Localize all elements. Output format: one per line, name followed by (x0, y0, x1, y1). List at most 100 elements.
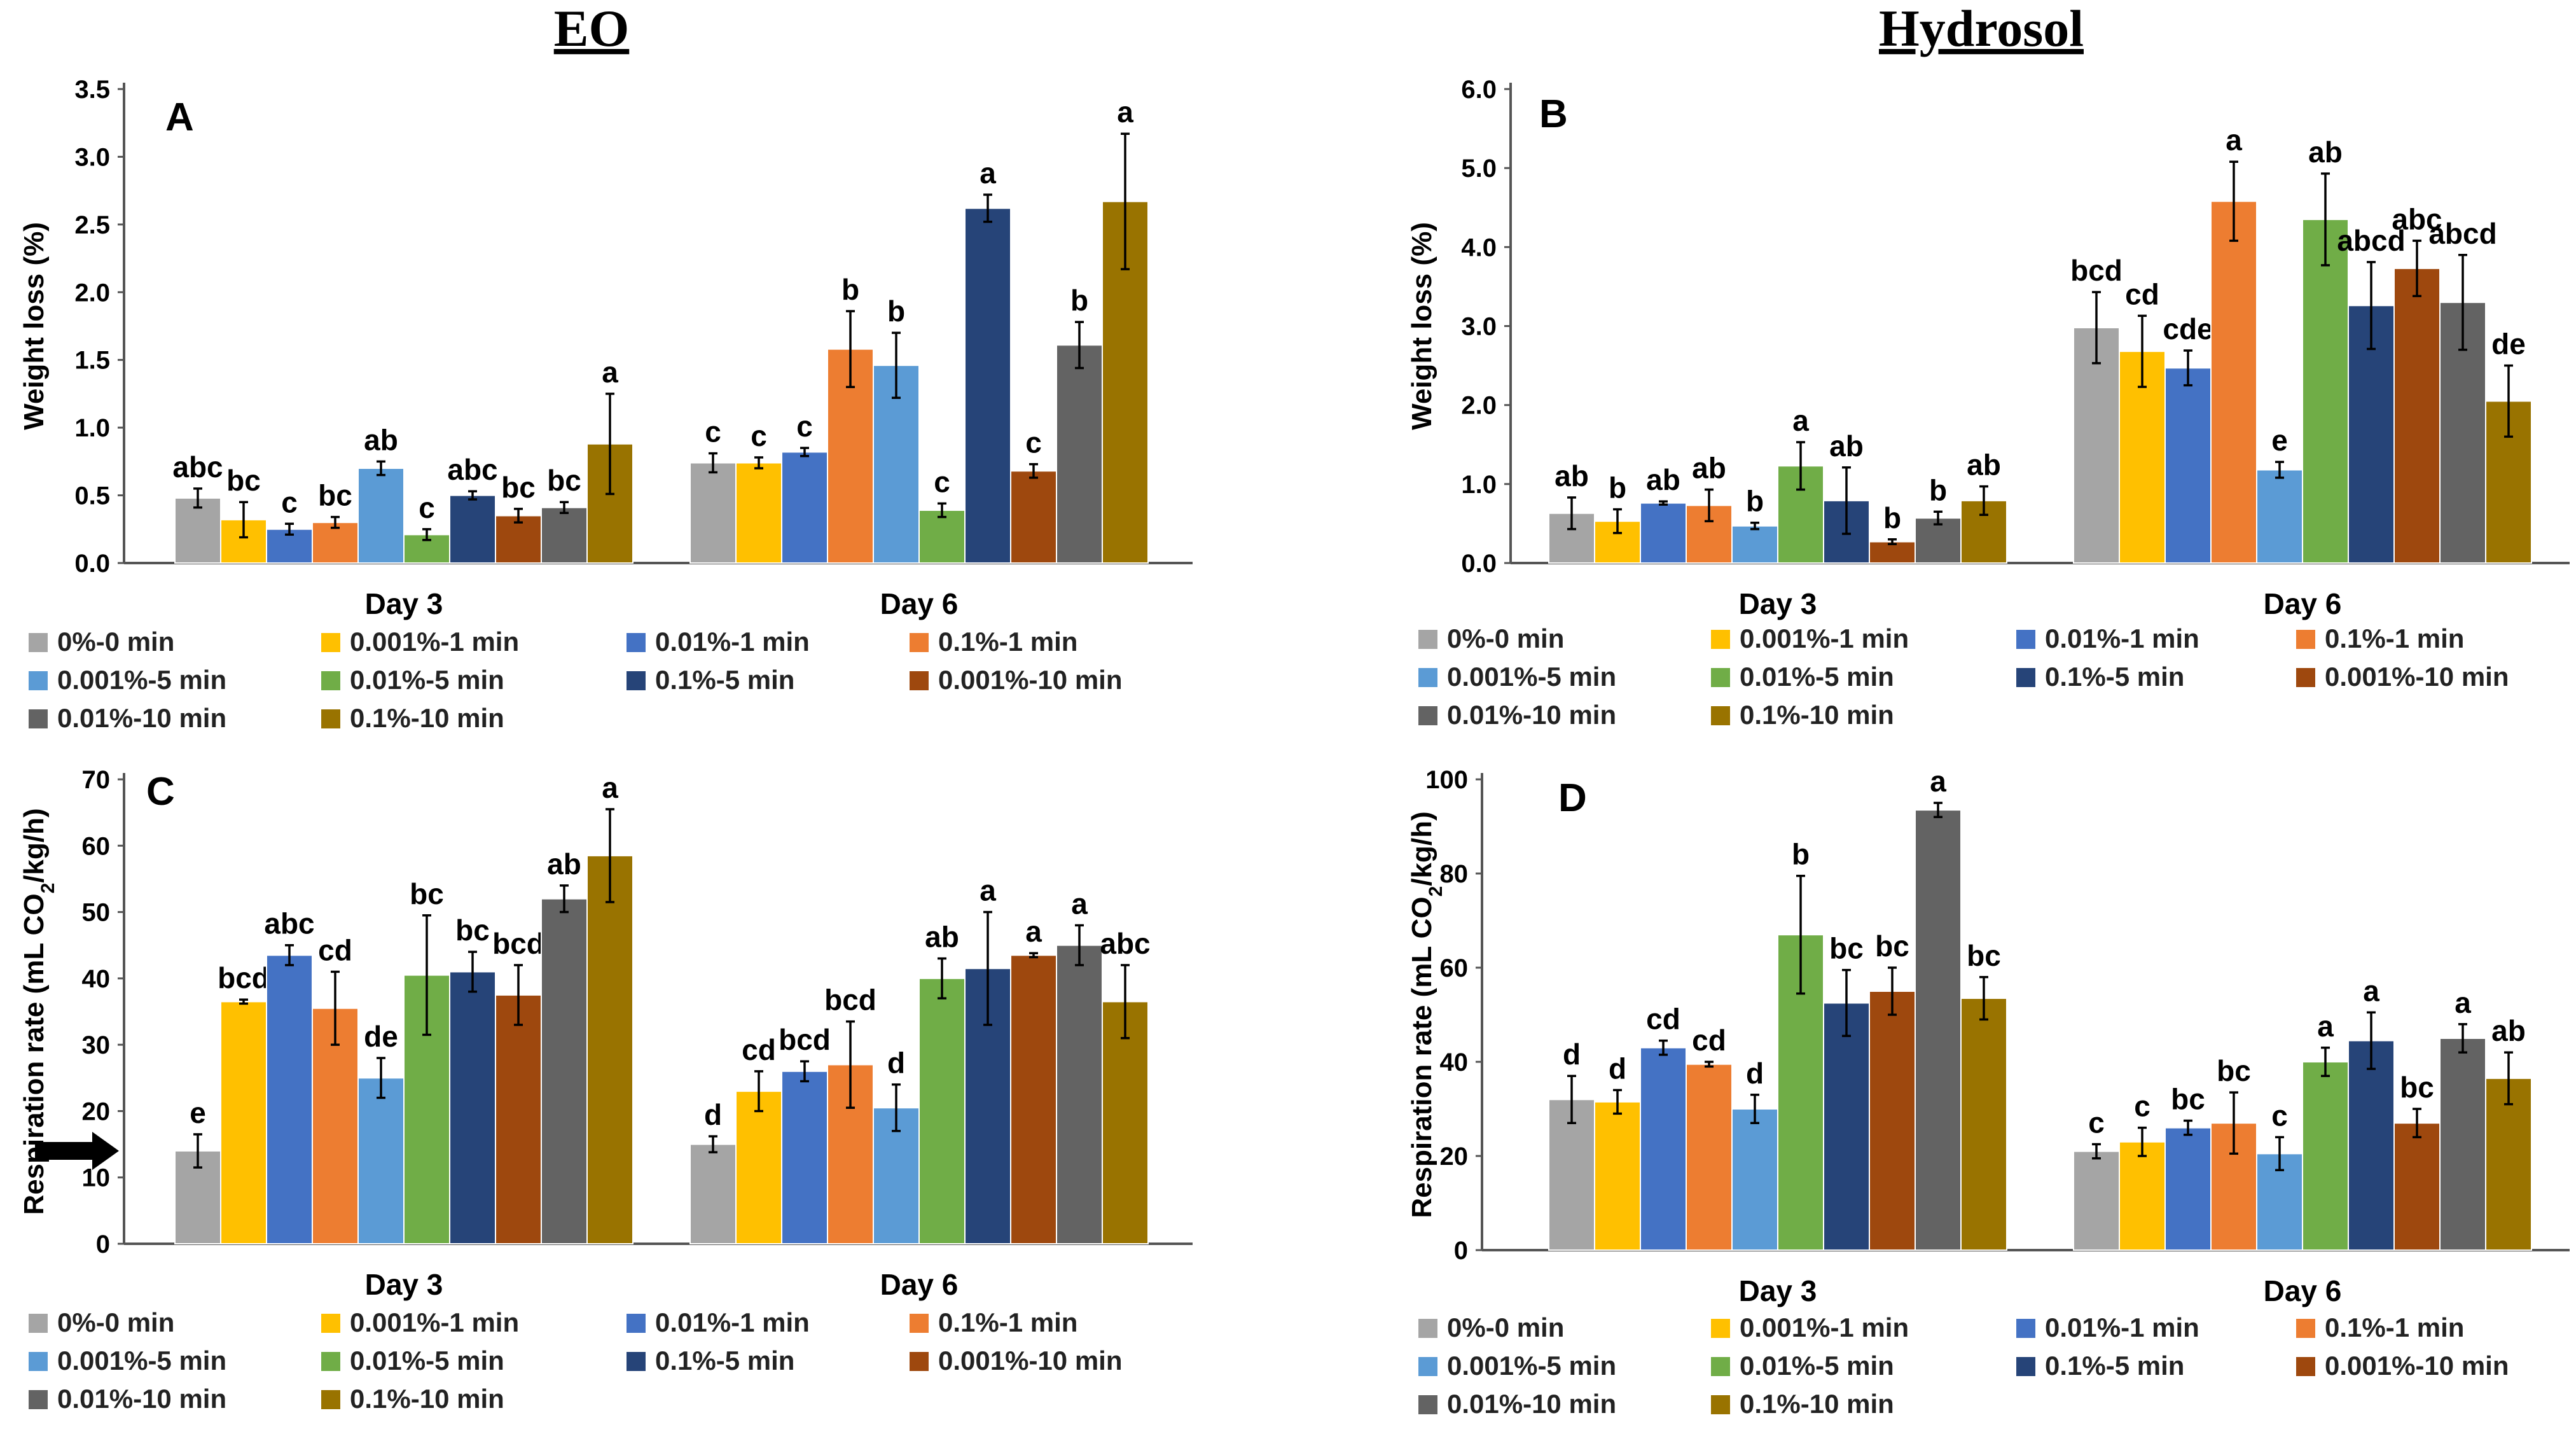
bar (220, 519, 267, 564)
significance-letter: bc (2400, 1071, 2434, 1104)
bar (586, 854, 634, 1244)
y-tick-label: 80 (1440, 860, 1469, 888)
significance-letter: c (2134, 1090, 2150, 1123)
legend-label: 0.01%-10 min (1447, 1389, 1616, 1419)
significance-letter: cd (318, 933, 352, 966)
legend-swatch (1711, 668, 1730, 687)
significance-letter: abcd (2428, 217, 2496, 250)
significance-letter: bcd (492, 927, 544, 960)
significance-letter: ab (1555, 459, 1589, 492)
significance-letter: ab (925, 921, 959, 954)
legend-swatch (627, 1352, 646, 1371)
significance-letter: c (1025, 426, 1042, 459)
bar (1640, 502, 1687, 564)
legend-label: 0.1%-10 min (1740, 1389, 1894, 1419)
legend-swatch (1711, 706, 1730, 725)
panel-a: 0.0 0.5 1.0 1.5 2.0 2.5 3.0 3.5 Weight loss (%) A… (18, 76, 1193, 733)
y-tick-label: 5.0 (1461, 155, 1497, 183)
bar (220, 1001, 267, 1245)
y-tick-label: 1.0 (1461, 471, 1497, 499)
legend-label: 0.01%-10 min (57, 703, 226, 733)
legend-label: 0%-0 min (1447, 623, 1564, 653)
bar (1731, 1108, 1778, 1251)
bar (495, 994, 542, 1245)
y-tick-label: 40 (1440, 1048, 1469, 1076)
legend-swatch (2296, 1319, 2315, 1338)
legend-swatch (1418, 706, 1437, 725)
legend-swatch (910, 1314, 929, 1333)
bar (2164, 1127, 2212, 1251)
y-tick-label: 20 (1440, 1143, 1469, 1171)
legend-swatch (321, 1390, 340, 1409)
y-tick-label: 0.0 (1461, 550, 1497, 578)
bar (735, 1090, 782, 1244)
significance-letter: bc (1829, 932, 1864, 965)
legend-swatch (29, 1352, 48, 1371)
significance-letter: bc (2217, 1054, 2251, 1087)
bar (918, 977, 966, 1245)
legend-swatch (29, 1314, 48, 1333)
significance-letter: de (2491, 328, 2526, 361)
bar (1686, 1063, 1733, 1251)
legend-label: 0.01%-1 min (655, 627, 810, 657)
significance-letter: c (796, 410, 813, 443)
significance-letter: c (2271, 1099, 2288, 1132)
legend-swatch (910, 1352, 929, 1371)
legend-label: 0.1%-10 min (350, 1384, 504, 1414)
significance-letter: a (2226, 123, 2242, 157)
legend-label: 0.001%-5 min (1447, 1351, 1616, 1381)
significance-letter: bcd (779, 1023, 831, 1056)
y-tick-label: 10 (82, 1164, 111, 1192)
x-category-label: Day 3 (365, 1268, 443, 1301)
panel-b: 0.0 1.0 2.0 3.0 4.0 5.0 6.0 Weight loss (%) B Day… (1406, 76, 2570, 730)
legend-label: 0.1%-5 min (2045, 1351, 2184, 1381)
legend-label: 0.001%-1 min (350, 627, 519, 657)
legend-label: 0.1%-1 min (2325, 1312, 2464, 1342)
bar (1056, 944, 1103, 1244)
bar (735, 462, 782, 564)
bar (1102, 1001, 1149, 1245)
bar (1823, 1002, 1870, 1251)
significance-letter: ab (1967, 449, 2001, 482)
significance-letter: abcd (2337, 224, 2405, 257)
bar (1731, 525, 1778, 564)
significance-letter: d (1609, 1052, 1626, 1085)
legend-label: 0.001%-10 min (2325, 662, 2509, 692)
bar (2256, 469, 2303, 564)
bar (449, 971, 496, 1245)
legend-swatch (1418, 630, 1437, 649)
bar (1010, 954, 1057, 1245)
y-tick-label: 0 (1454, 1237, 1468, 1265)
legend-label: 0.01%-1 min (655, 1307, 810, 1337)
x-category-label: Day 3 (365, 587, 443, 620)
significance-letter: ab (1646, 463, 1680, 496)
significance-letter: bc (410, 877, 444, 910)
bar (357, 468, 405, 564)
significance-letter: a (2317, 1010, 2334, 1043)
x-category-label: Day 3 (1739, 587, 1817, 620)
legend-swatch (910, 671, 929, 690)
y-tick-label: 2.0 (74, 279, 110, 307)
legend-swatch (321, 1352, 340, 1371)
significance-letter: bc (547, 464, 581, 497)
legend-label: 0.001%-5 min (1447, 662, 1616, 692)
legend-label: 0.01%-1 min (2045, 623, 2199, 653)
bar (781, 451, 828, 564)
y-tick-label: 1.5 (74, 347, 110, 375)
bar (2302, 218, 2349, 564)
significance-letter: a (602, 771, 618, 804)
bar (449, 494, 496, 564)
section-title-hydrosol: Hydrosol (1879, 0, 2084, 57)
bar (1869, 991, 1916, 1251)
legend-swatch (2016, 1319, 2035, 1338)
bar (918, 509, 966, 564)
legend-swatch (29, 1390, 48, 1409)
significance-letter: bcd (824, 984, 876, 1017)
significance-letter: a (1117, 95, 1133, 129)
legend-label: 0.1%-1 min (2325, 623, 2464, 653)
y-tick-label: 40 (82, 965, 111, 993)
significance-letter: cd (742, 1033, 776, 1066)
legend-label: 0.001%-10 min (938, 665, 1123, 695)
